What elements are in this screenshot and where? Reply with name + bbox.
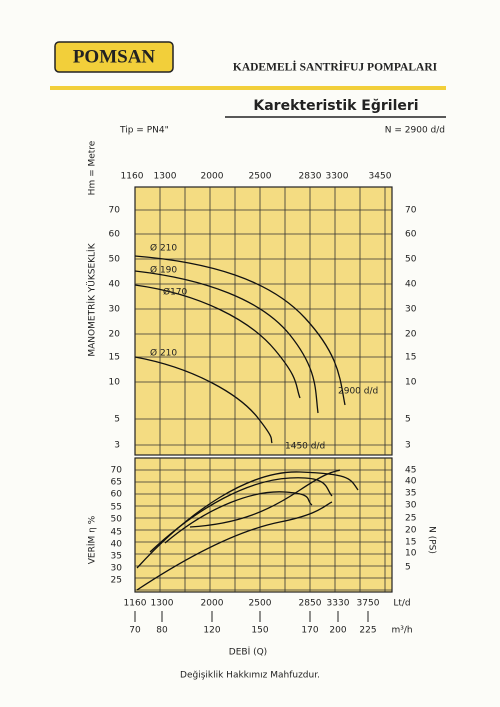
- curve: [164, 491, 313, 544]
- efficiency-tick: 25: [111, 576, 122, 586]
- head-tick-right: 50: [405, 255, 417, 265]
- efficiency-tick: 55: [111, 503, 122, 513]
- curve-label: 1450 d/d: [285, 442, 325, 452]
- flow-m3h-tick: 120: [203, 626, 220, 636]
- footer: Değişiklik Hakkımız Mahfuzdur.: [180, 671, 320, 681]
- efficiency-tick: 40: [111, 540, 123, 550]
- flow-unit: Lt/d: [393, 599, 410, 609]
- head-tick-left: 15: [109, 353, 120, 363]
- top-tick-label: 1300: [154, 172, 177, 182]
- power-tick: 15: [405, 538, 416, 548]
- top-tick-label: 1160: [121, 172, 144, 182]
- top-tick-label: 2500: [249, 172, 272, 182]
- curve: [134, 356, 273, 444]
- head-tick-right: 70: [405, 206, 417, 216]
- head-label: MANOMETRİK YÜKSEKLİK: [87, 242, 98, 356]
- curve-label: 2900 d/d: [338, 387, 378, 397]
- flow-m3h-tick: 170: [301, 626, 318, 636]
- head-tick-left: 3: [114, 441, 120, 451]
- top-tick-label: 2830: [299, 172, 322, 182]
- brand: POMSAN: [73, 46, 156, 67]
- head-tick-right: 10: [405, 378, 417, 388]
- header-title: KADEMELİ SANTRİFUJ POMPALARI: [233, 60, 438, 74]
- head-tick-right: 30: [405, 305, 417, 315]
- curve-label: Ø 190: [150, 265, 177, 276]
- curve: [189, 469, 341, 528]
- curve: [134, 270, 319, 414]
- flow-m3h-tick: 70: [129, 626, 141, 636]
- efficiency-tick: 70: [111, 466, 123, 476]
- pump-type: Tip = PN4": [119, 126, 169, 136]
- pump-speed: N = 2900 d/d: [385, 126, 445, 136]
- power-tick: 20: [405, 526, 417, 536]
- power-tick: 40: [405, 477, 417, 487]
- efficiency-tick: 30: [111, 564, 123, 574]
- head-tick-left: 70: [109, 206, 121, 216]
- curve: [134, 284, 301, 399]
- power-tick: 45: [405, 466, 416, 476]
- head-tick-left: 20: [109, 330, 121, 340]
- power-tick: 10: [405, 549, 417, 559]
- labels: 1160 1300 2000 2500 2830 3300 3450 70 60 50 40 30 20…: [109, 172, 417, 636]
- flow-tick: 1300: [151, 599, 174, 609]
- flow-m3h-unit: m³/h: [391, 626, 412, 636]
- top-tick-label: 2000: [201, 172, 224, 182]
- head-tick-right: 5: [405, 415, 411, 425]
- head-tick-right: 60: [405, 230, 417, 240]
- flow-m3h-tick: 150: [251, 626, 268, 636]
- curves: [134, 255, 359, 591]
- head-tick-left: 50: [109, 255, 121, 265]
- curve-label: Ø 210: [150, 348, 177, 359]
- flow-tick: 2850: [299, 599, 322, 609]
- logo-box: [54, 41, 174, 73]
- head-tick-left: 60: [109, 230, 121, 240]
- head-tick-left: 5: [114, 415, 120, 425]
- efficiency-panel: [134, 457, 393, 593]
- x-axis-title: DEBİ (Q): [229, 647, 267, 658]
- power-tick: 30: [405, 501, 417, 511]
- head-panel: [134, 186, 393, 456]
- header-rule: [50, 86, 446, 90]
- flow-m3h-tick: 80: [156, 626, 168, 636]
- efficiency-tick: 65: [111, 478, 122, 488]
- efficiency-label: VERİM η %: [87, 515, 98, 564]
- flow-tick: 2000: [201, 599, 224, 609]
- power-label: N (PS): [427, 526, 437, 554]
- top-tick-label: 3450: [369, 172, 392, 182]
- efficiency-tick: 35: [111, 552, 122, 562]
- head-tick-right: 3: [405, 441, 411, 451]
- flow-tick: 3330: [327, 599, 350, 609]
- efficiency-tick: 60: [111, 490, 123, 500]
- flow-m3h-tick: 225: [359, 626, 376, 636]
- head-tick-left: 10: [109, 378, 121, 388]
- power-tick: 5: [405, 563, 411, 573]
- head-tick-left: 30: [109, 305, 121, 315]
- head-tick-right: 20: [405, 330, 417, 340]
- head-tick-right: 40: [405, 280, 417, 290]
- curve: [136, 501, 333, 591]
- head-tick-right: 15: [405, 353, 416, 363]
- curve-label: Ø170: [163, 287, 188, 298]
- flow-tick: 1160: [124, 599, 147, 609]
- efficiency-tick: 45: [111, 528, 122, 538]
- power-tick: 25: [405, 514, 416, 524]
- curve: [134, 255, 346, 406]
- head-tick-left: 40: [109, 280, 121, 290]
- flow-tick: 3750: [357, 599, 380, 609]
- power-tick: 35: [405, 489, 416, 499]
- curve: [149, 477, 333, 553]
- subtitle: Karekteristik Eğrileri: [253, 98, 418, 114]
- efficiency-tick: 50: [111, 515, 123, 525]
- flow-m3h-tick: 200: [329, 626, 346, 636]
- curve-label: Ø 210: [150, 243, 177, 254]
- top-tick-label: 3300: [326, 172, 349, 182]
- head-axis-title: Hm = Metre: [88, 140, 98, 195]
- flow-tick: 2500: [249, 599, 272, 609]
